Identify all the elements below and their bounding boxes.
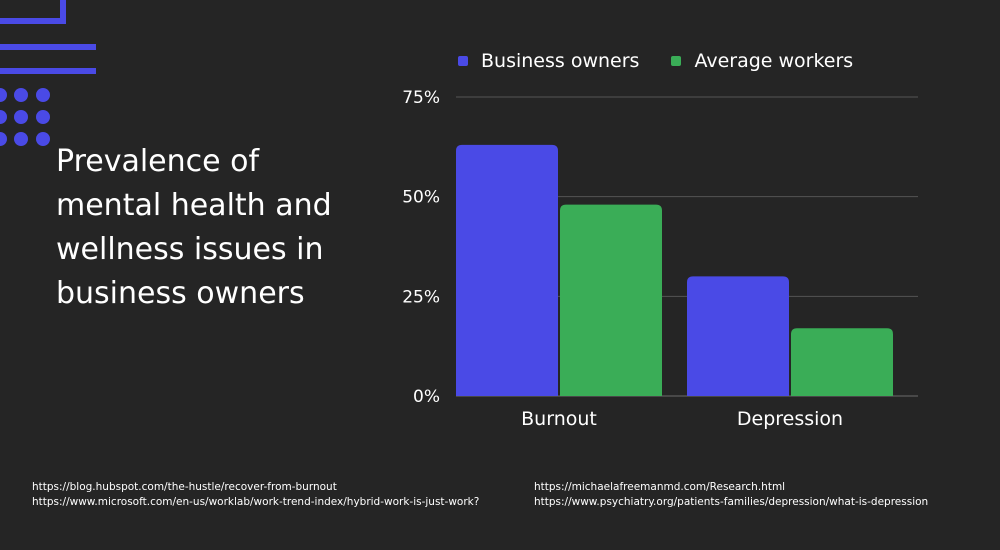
decorative-line: [0, 44, 96, 50]
chart-legend: Business owners Average workers: [458, 50, 885, 72]
y-tick-label: 75%: [402, 88, 440, 108]
decorative-dot-grid: [0, 88, 50, 146]
decorative-rectangle: [0, 0, 66, 24]
source-link[interactable]: https://blog.hubspot.com/the-hustle/reco…: [32, 481, 337, 493]
legend-label-average-workers: Average workers: [694, 50, 854, 72]
decorative-line: [0, 68, 96, 74]
x-category-label: Burnout: [521, 408, 597, 430]
chart-title: Prevalence of mental health and wellness…: [56, 144, 332, 311]
source-link[interactable]: https://www.microsoft.com/en-us/worklab/…: [32, 496, 480, 508]
source-link[interactable]: https://www.psychiatry.org/patients-fami…: [534, 496, 929, 508]
legend-item-business-owners: Business owners: [458, 50, 639, 72]
bar-business-owners: [687, 276, 789, 396]
legend-swatch-average-workers: [671, 56, 682, 66]
legend-label-business-owners: Business owners: [481, 50, 640, 72]
legend-swatch-business-owners: [458, 56, 468, 66]
source-link[interactable]: https://michaelafreemanmd.com/Research.h…: [534, 481, 786, 493]
y-tick-label: 50%: [402, 188, 440, 208]
bar-business-owners: [456, 144, 558, 396]
bar-average-workers: [791, 328, 893, 396]
sources-right: https://michaelafreemanmd.com/Research.h…: [534, 480, 928, 510]
x-category-label: Depression: [737, 408, 843, 430]
legend-item-average-workers: Average workers: [671, 50, 853, 72]
sources-left: https://blog.hubspot.com/the-hustle/reco…: [32, 480, 479, 510]
y-tick-label: 0%: [413, 387, 440, 407]
bar-average-workers: [560, 204, 662, 396]
y-tick-label: 25%: [402, 287, 440, 307]
